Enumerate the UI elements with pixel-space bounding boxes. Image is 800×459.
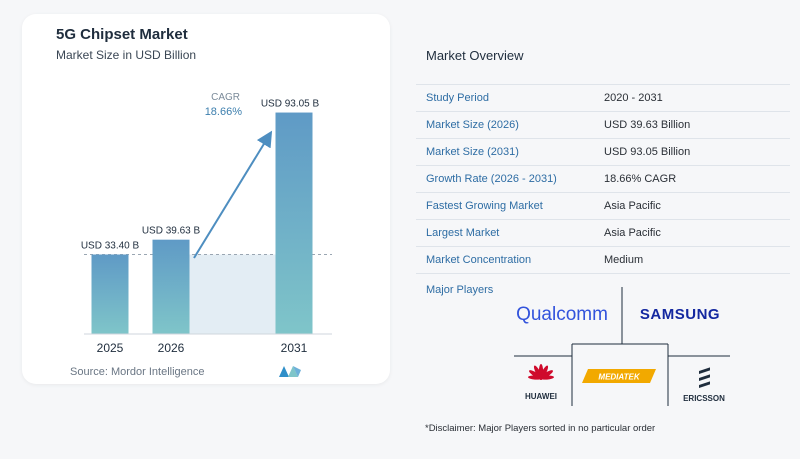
overview-row-value: Medium	[604, 254, 644, 266]
overview-row: Growth Rate (2026 - 2031) 18.66% CAGR	[416, 166, 790, 193]
ericsson-logo: ERICSSON	[683, 394, 725, 403]
source-note: Source: Mordor Intelligence	[70, 366, 205, 378]
overview-row-label: Market Concentration	[426, 254, 532, 266]
overview-row-value: 2020 - 2031	[604, 92, 663, 104]
data-label: USD 39.63 B	[142, 226, 201, 237]
ericsson-bars-icon	[699, 367, 710, 388]
huawei-logo: HUAWEI	[525, 392, 557, 401]
mediatek-logo: MEDIATEK	[582, 369, 656, 383]
overview-row-label: Market Size (2031)	[426, 146, 519, 158]
overview-row-value: Asia Pacific	[604, 227, 661, 239]
mordor-logo-icon	[279, 366, 301, 377]
overview-row-label: Largest Market	[426, 227, 500, 239]
x-tick-label: 2031	[281, 341, 308, 355]
overview-row-label: Fastest Growing Market	[426, 200, 543, 212]
bar	[275, 112, 313, 334]
x-tick-label: 2026	[158, 341, 185, 355]
x-tick-label: 2025	[97, 341, 124, 355]
overview-row-label: Growth Rate (2026 - 2031)	[426, 173, 557, 185]
overview-row: Market Size (2031) USD 93.05 Billion	[416, 139, 790, 166]
cagr-value: 18.66%	[204, 106, 242, 118]
svg-text:MEDIATEK: MEDIATEK	[598, 373, 640, 382]
overview-row: Largest Market Asia Pacific	[416, 220, 790, 247]
overview-row-label: Study Period	[426, 92, 489, 104]
overview-row-value: Asia Pacific	[604, 200, 661, 212]
overview-row: Fastest Growing Market Asia Pacific	[416, 193, 790, 220]
bar	[91, 254, 129, 334]
overview-row: Market Size (2026) USD 39.63 Billion	[416, 112, 790, 139]
bar	[152, 239, 190, 334]
huawei-petals-icon	[528, 364, 554, 380]
data-label: USD 33.40 B	[81, 241, 140, 252]
disclaimer: *Disclaimer: Major Players sorted in no …	[425, 423, 656, 434]
cagr-label: CAGR	[211, 92, 240, 103]
chart-subtitle: Market Size in USD Billion	[56, 48, 197, 62]
data-label: USD 93.05 B	[261, 99, 320, 110]
overview-row-value: USD 93.05 Billion	[604, 146, 691, 158]
overview-table: Study Period 2020 - 2031 Market Size (2026…	[416, 84, 790, 274]
chart-title: 5G Chipset Market	[56, 26, 188, 43]
qualcomm-logo: Qualcomm	[516, 304, 608, 325]
cagr-arrow	[193, 130, 273, 259]
overview-title: Market Overview	[426, 48, 524, 63]
overview-row: Market Concentration Medium	[416, 247, 790, 274]
overview-row: Study Period 2020 - 2031	[416, 85, 790, 112]
overview-row-label: Market Size (2026)	[426, 119, 519, 131]
players-title: Major Players	[426, 284, 494, 296]
samsung-logo: SAMSUNG	[640, 306, 720, 323]
overview-row-value: 18.66% CAGR	[604, 173, 677, 185]
overview-row-value: USD 39.63 Billion	[604, 119, 691, 131]
